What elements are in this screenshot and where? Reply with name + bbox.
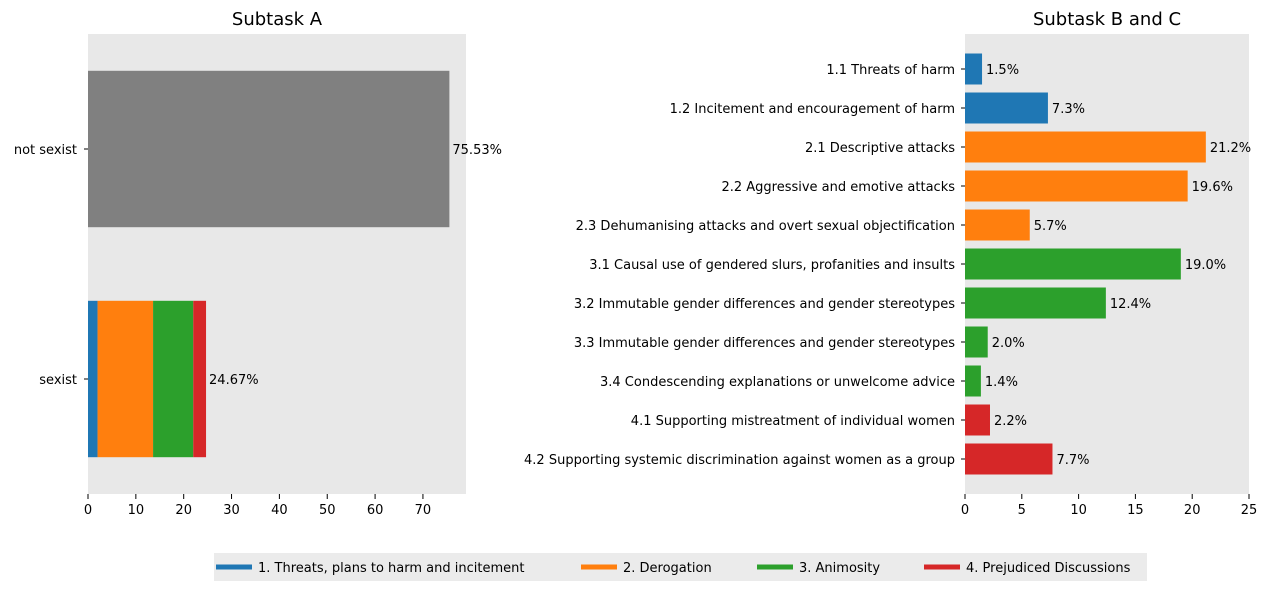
x-tick-label: 0 (961, 503, 969, 518)
y-tick-label: 3.1 Causal use of gendered slurs, profan… (589, 258, 955, 273)
y-tick-label: 4.1 Supporting mistreatment of individua… (631, 414, 955, 429)
data-label: 24.67% (209, 373, 259, 388)
bar-sexist-animosity (153, 300, 194, 458)
data-label: 21.2% (1210, 141, 1251, 156)
y-tick-label: 2.2 Aggressive and emotive attacks (721, 180, 955, 195)
bar-sexist-prejudiced (193, 300, 207, 458)
bar-10 (965, 404, 990, 436)
bar-9 (965, 365, 981, 397)
bar-1 (965, 53, 983, 85)
bar-not-sexist-not_sexist (88, 70, 450, 228)
y-tick-label: sexist (39, 373, 77, 388)
data-label: 19.0% (1185, 258, 1226, 273)
bar-8 (965, 326, 988, 358)
legend-label-animosity: 3. Animosity (799, 561, 880, 576)
x-tick-label: 20 (175, 503, 192, 518)
y-tick-label: 3.3 Immutable gender differences and gen… (574, 336, 955, 351)
chart-title-a: Subtask A (232, 9, 323, 30)
x-tick-label: 15 (1127, 503, 1144, 518)
x-tick-label: 70 (415, 503, 432, 518)
bar-2 (965, 92, 1048, 124)
x-tick-label: 25 (1241, 503, 1258, 518)
bar-3 (965, 131, 1206, 163)
bar-6 (965, 248, 1181, 280)
bar-7 (965, 287, 1106, 319)
legend-label-prejudiced: 4. Prejudiced Discussions (966, 561, 1131, 576)
data-label: 2.0% (992, 336, 1025, 351)
y-tick-label: 1.1 Threats of harm (826, 63, 955, 78)
x-tick-label: 40 (271, 503, 288, 518)
y-tick-label: 3.2 Immutable gender differences and gen… (574, 297, 955, 312)
data-label: 1.5% (986, 63, 1019, 78)
x-tick-label: 60 (367, 503, 384, 518)
legend-box (214, 553, 1147, 581)
data-label: 2.2% (994, 414, 1027, 429)
x-tick-label: 20 (1184, 503, 1201, 518)
legend-label-derogation: 2. Derogation (623, 561, 712, 576)
bar-sexist-derogation (97, 300, 154, 458)
y-tick-label: not sexist (14, 143, 77, 158)
bar-4 (965, 170, 1188, 202)
y-tick-label: 4.2 Supporting systemic discrimination a… (524, 453, 955, 468)
data-label: 7.7% (1056, 453, 1089, 468)
legend-label-threats: 1. Threats, plans to harm and incitement (258, 561, 524, 576)
bar-11 (965, 443, 1053, 475)
data-label: 12.4% (1110, 297, 1151, 312)
x-tick-label: 0 (84, 503, 92, 518)
data-label: 5.7% (1034, 219, 1067, 234)
data-label: 7.3% (1052, 102, 1085, 117)
data-label: 19.6% (1192, 180, 1233, 195)
x-tick-label: 30 (223, 503, 240, 518)
x-tick-label: 5 (1018, 503, 1026, 518)
chart-subtask-b-c: Subtask B and C 1.5% 1.1 Threats of harm 7… (524, 9, 1257, 518)
legend: 1. Threats, plans to harm and incitement… (214, 553, 1147, 581)
chart-subtask-a: Subtask A 75.53% not sexist 24.67% sexist 0 1… (14, 9, 502, 518)
y-tick-label: 2.3 Dehumanising attacks and overt sexua… (576, 219, 955, 234)
y-tick-label: 2.1 Descriptive attacks (805, 141, 955, 156)
bar-sexist-threats (88, 300, 98, 458)
y-tick-label: 3.4 Condescending explanations or unwelc… (600, 375, 955, 390)
x-tick-label: 10 (128, 503, 145, 518)
y-tick-label: 1.2 Incitement and encouragement of harm (670, 102, 955, 117)
data-label: 75.53% (452, 143, 502, 158)
bar-5 (965, 209, 1030, 241)
x-tick-label: 50 (319, 503, 336, 518)
data-label: 1.4% (985, 375, 1018, 390)
x-tick-label: 10 (1070, 503, 1087, 518)
chart-title-b: Subtask B and C (1033, 9, 1181, 30)
